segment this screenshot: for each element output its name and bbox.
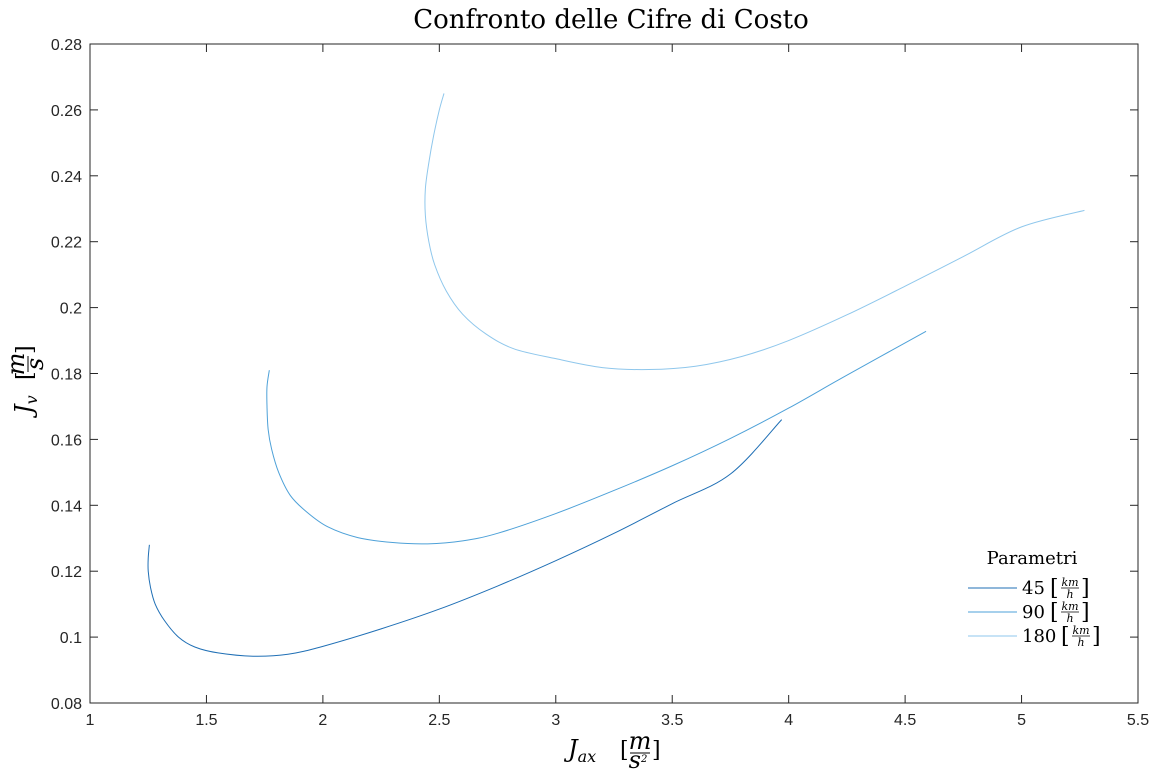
y-tick-label: 0.24 [51, 169, 82, 186]
y-label-bracket-left: [ [13, 371, 38, 380]
x-label-subscript: ax [578, 747, 597, 766]
series-line-180 [424, 93, 1085, 371]
x-label-unit-numerator: m [629, 727, 652, 755]
y-tick-label: 0.12 [51, 564, 82, 581]
legend-entry-90: 90[kmh] [968, 600, 1090, 625]
y-tick-label: 0.26 [51, 103, 82, 120]
legend-label: 180 [1022, 626, 1056, 647]
series-line-45 [147, 419, 783, 657]
x-tick-label: 2 [318, 712, 327, 729]
x-label-bracket-right: ] [652, 738, 661, 763]
x-tick-label: 5.5 [1127, 712, 1149, 729]
y-tick-label: 0.08 [51, 696, 82, 713]
x-axis-ticks: 1 1.5 2 2.5 3 3.5 4 4.5 5 5.5 [86, 44, 1149, 729]
series-lines [147, 93, 1085, 657]
legend-unit-denominator: h [1066, 588, 1073, 601]
x-tick-label: 3 [551, 712, 560, 729]
x-label-unit-denominator: s [629, 746, 641, 769]
y-label-bracket-right: ] [13, 345, 38, 354]
x-tick-label: 1.5 [195, 712, 217, 729]
y-tick-label: 0.16 [51, 432, 82, 449]
y-label-unit-numerator: m [2, 353, 30, 376]
x-tick-label: 1 [86, 712, 95, 729]
legend-unit-numerator: km [1072, 624, 1089, 637]
legend-entry-180: 180[kmh] [968, 624, 1101, 649]
legend-bracket-right: ] [1081, 600, 1090, 625]
legend-bracket-left: [ [1050, 576, 1059, 601]
legend-bracket-left: [ [1050, 600, 1059, 625]
legend-entry-45: 45[kmh] [968, 576, 1090, 601]
y-tick-label: 0.14 [51, 498, 82, 515]
x-tick-label: 2.5 [428, 712, 450, 729]
y-tick-label: 0.22 [51, 235, 82, 252]
y-tick-label: 0.2 [60, 301, 82, 318]
y-label-unit-denominator: s [21, 358, 49, 370]
series-line-90 [266, 330, 927, 545]
legend-unit-numerator: km [1061, 576, 1078, 589]
y-label-subscript: v [22, 395, 41, 404]
x-tick-label: 3.5 [661, 712, 683, 729]
x-label-bracket-left: [ [620, 738, 629, 763]
plot-area: 1 1.5 2 2.5 3 3.5 4 4.5 5 5.5 0.08 0.1 0.12 0.14 0.16… [51, 37, 1149, 729]
svg-text:s2: s2 [629, 746, 648, 769]
legend-title: Parametri [987, 548, 1078, 569]
axes-box [89, 43, 1139, 704]
y-axis-ticks: 0.08 0.1 0.12 0.14 0.16 0.18 0.2 0.22 0.24 0.26 0.… [51, 37, 1138, 713]
legend-unit-denominator: h [1066, 612, 1073, 625]
y-tick-label: 0.1 [60, 630, 82, 647]
legend-bracket-left: [ [1061, 624, 1070, 649]
legend-bracket-right: ] [1092, 624, 1101, 649]
legend: Parametri 45[kmh]90[kmh]180[kmh] [968, 548, 1101, 649]
legend-unit-denominator: h [1077, 636, 1084, 649]
x-tick-label: 4 [784, 712, 793, 729]
legend-entries: 45[kmh]90[kmh]180[kmh] [968, 576, 1101, 649]
chart-title: Confronto delle Cifre di Costo [413, 5, 809, 35]
y-tick-label: 0.18 [51, 367, 82, 384]
y-tick-label: 0.28 [51, 37, 82, 54]
legend-unit-numerator: km [1061, 600, 1078, 613]
legend-label: 45 [1022, 578, 1045, 599]
x-label-unit-exponent: 2 [640, 754, 647, 765]
x-tick-label: 5 [1017, 712, 1026, 729]
legend-bracket-right: ] [1081, 576, 1090, 601]
legend-label: 90 [1022, 602, 1045, 623]
x-tick-label: 4.5 [894, 712, 916, 729]
